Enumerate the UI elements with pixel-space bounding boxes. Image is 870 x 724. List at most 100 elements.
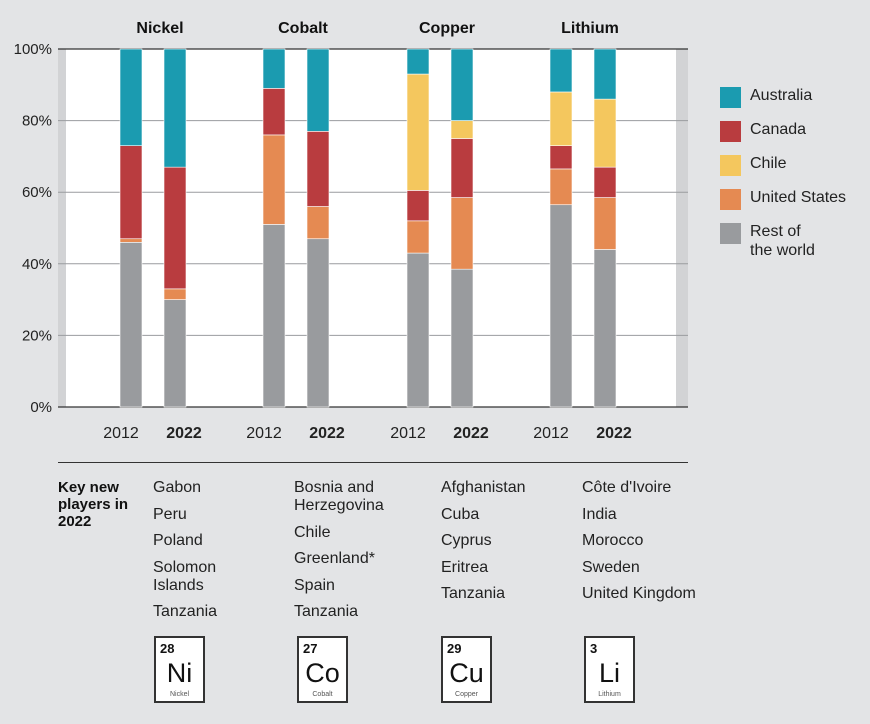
y-tick-label: 80% — [22, 113, 52, 130]
bar-segment-canada — [306, 131, 330, 207]
element-tile-lithium: 3 Li Lithium — [584, 636, 635, 703]
legend-item-chile: Chile — [720, 154, 860, 178]
year-label: 2022 — [309, 425, 345, 442]
players-list-nickel: Gabon Peru Poland Solomon Islands Tanzan… — [153, 479, 273, 630]
legend-label-united-states: United States — [750, 189, 847, 206]
legend-label-australia: Australia — [750, 87, 813, 104]
player-item: Solomon Islands — [153, 558, 217, 594]
player-item: Spain — [294, 576, 335, 594]
legend-label-rest-of-world: Rest of the world — [750, 223, 815, 259]
bar-segment-united-states — [306, 206, 330, 240]
y-tick-label: 60% — [22, 184, 52, 201]
legend-swatch-canada — [720, 121, 741, 142]
players-list-copper: Afghanistan Cuba Cyprus Eritrea Tanzania — [441, 479, 571, 612]
legend-swatch-chile — [720, 155, 741, 176]
bar-segment-canada — [163, 166, 187, 290]
year-label: 2012 — [103, 425, 139, 442]
bar-segment-united-states — [163, 288, 187, 300]
player-item: Morocco — [582, 532, 644, 549]
bar-segment-rest-of-the-world — [306, 238, 330, 408]
player-item: India — [582, 505, 617, 523]
bar-segment-united-states — [593, 197, 617, 250]
y-tick-label: 40% — [22, 256, 52, 273]
player-item: Peru — [153, 505, 187, 523]
year-label: 2022 — [453, 425, 489, 442]
bar-segment-australia — [163, 48, 187, 168]
bar-segment-canada — [262, 88, 286, 136]
legend-swatch-rest-of-world — [720, 223, 741, 244]
player-item: Tanzania — [294, 603, 359, 620]
plot-area — [66, 49, 676, 407]
player-item: Chile — [294, 523, 331, 541]
mineral-title-copper: Copper — [419, 20, 475, 37]
y-tick-label: 0% — [30, 399, 52, 416]
year-label: 2012 — [390, 425, 426, 442]
player-item: Gabon — [153, 479, 202, 496]
bar-segment-canada — [406, 190, 430, 222]
bar-segment-australia — [262, 48, 286, 89]
bar-segment-united-states — [262, 134, 286, 225]
legend-swatch-australia — [720, 87, 741, 108]
element-tile-cobalt: 27 Co Cobalt — [297, 636, 348, 703]
bar-segment-canada — [593, 166, 617, 198]
bar-segment-rest-of-the-world — [450, 268, 474, 408]
player-item: Cyprus — [441, 532, 492, 549]
mineral-title-cobalt: Cobalt — [278, 20, 328, 37]
element-tile-nickel: 28 Ni Nickel — [154, 636, 205, 703]
year-label: 2012 — [533, 425, 569, 442]
bar-segment-australia — [450, 48, 474, 121]
bar-segment-rest-of-the-world — [262, 224, 286, 408]
element-name: Lithium — [598, 691, 621, 698]
legend-label-chile: Chile — [750, 155, 787, 172]
y-tick-label: 100% — [14, 41, 52, 58]
year-label: 2012 — [246, 425, 282, 442]
chart-legend: Australia Canada Chile United States Res… — [720, 86, 860, 259]
bar-segment-canada — [549, 145, 573, 170]
bar-segment-australia — [406, 48, 430, 75]
bar-segment-united-states — [450, 197, 474, 270]
element-number: 3 — [590, 641, 598, 656]
element-number: 27 — [303, 641, 318, 656]
player-item: Tanzania — [441, 585, 506, 602]
element-number: 29 — [447, 641, 462, 656]
element-name: Cobalt — [312, 691, 333, 698]
player-item: Eritrea — [441, 558, 489, 576]
element-name: Nickel — [169, 691, 190, 698]
bar-segment-chile — [593, 98, 617, 168]
bar-segment-rest-of-the-world — [549, 204, 573, 408]
bar-segment-australia — [119, 48, 143, 146]
element-tile-copper: 29 Cu Copper — [441, 636, 492, 703]
bar-segment-united-states — [549, 168, 573, 206]
legend-item-australia: Australia — [720, 86, 860, 110]
bar-segment-chile — [450, 120, 474, 139]
y-tick-label: 20% — [22, 327, 52, 344]
bar-segment-rest-of-the-world — [406, 252, 430, 408]
element-symbol: Co — [305, 658, 340, 688]
bar-segment-united-states — [119, 238, 143, 243]
plot-edge-right — [676, 49, 688, 407]
player-item: Bosnia and Herzegovina — [294, 479, 384, 514]
bar-segment-united-states — [406, 220, 430, 254]
element-symbol: Ni — [166, 658, 193, 688]
key-new-players-heading: Key new players in 2022 — [58, 479, 129, 530]
legend-item-rest-of-world: Rest of the world — [720, 222, 860, 259]
bar-segment-chile — [549, 91, 573, 146]
player-item: United Kingdom — [582, 585, 696, 602]
year-label: 2022 — [166, 425, 202, 442]
legend-swatch-united-states — [720, 189, 741, 210]
player-item: Côte d'Ivoire — [582, 479, 672, 496]
legend-item-united-states: United States — [720, 188, 860, 212]
mineral-title-lithium: Lithium — [561, 20, 619, 37]
bar-segment-australia — [593, 48, 617, 100]
player-item: Afghanistan — [441, 479, 526, 496]
bar-segment-chile — [406, 73, 430, 191]
element-symbol: Cu — [449, 658, 484, 688]
player-item: Greenland* — [294, 550, 375, 567]
bar-segment-australia — [306, 48, 330, 132]
players-list-cobalt: Bosnia and Herzegovina Chile Greenland* … — [294, 479, 404, 630]
stacked-bar-chart: 0% 20% 40% 60% 80% 100% Nickel 2012 2022 Cobalt 20… — [14, 20, 688, 442]
year-label: 2022 — [596, 425, 632, 442]
bar-segment-rest-of-the-world — [163, 299, 187, 408]
bar-segment-canada — [119, 145, 143, 240]
player-item: Sweden — [582, 558, 640, 576]
